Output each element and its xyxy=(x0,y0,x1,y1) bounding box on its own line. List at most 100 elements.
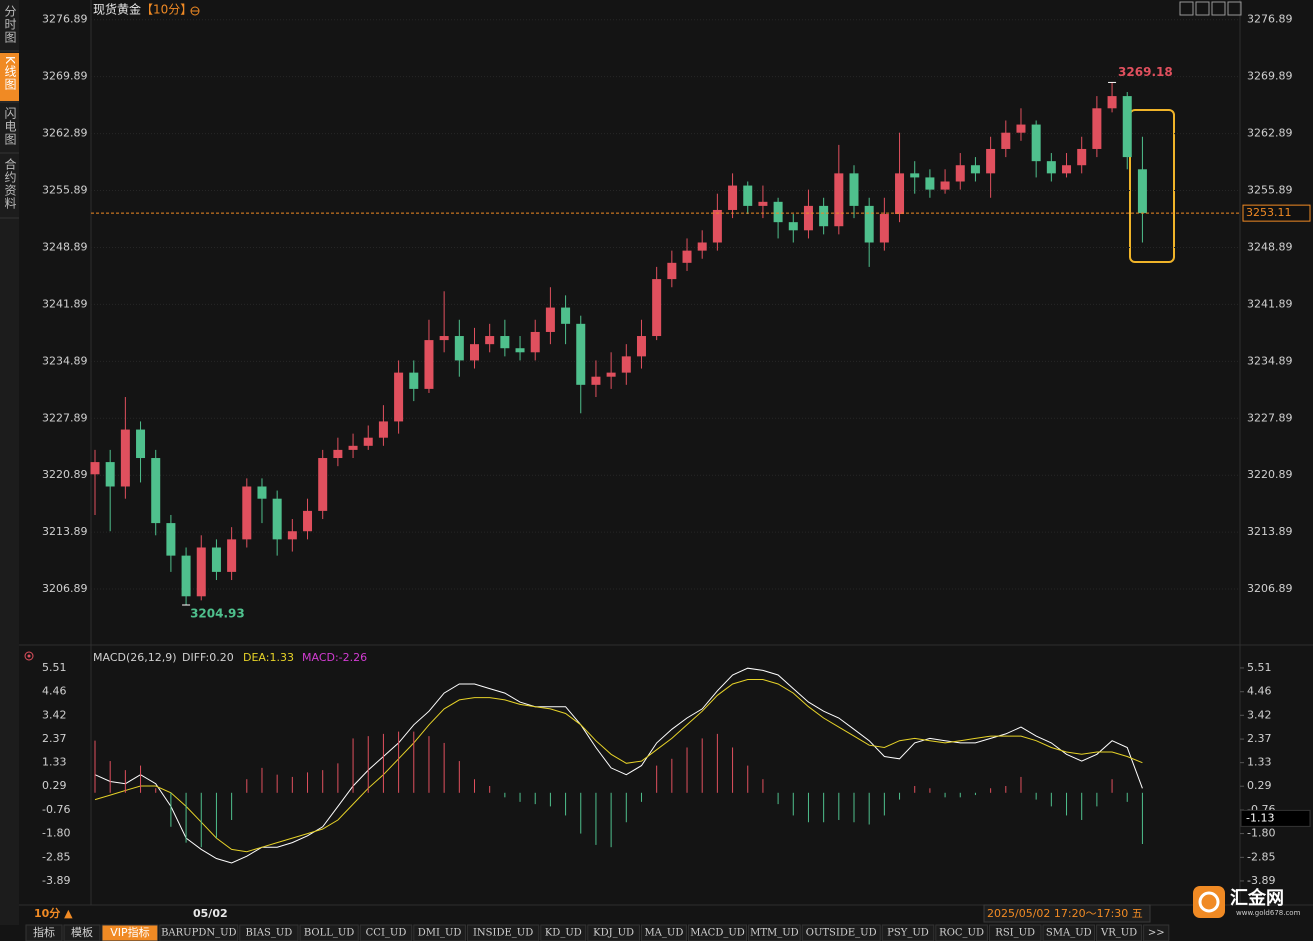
tab-label[interactable]: KD_UD xyxy=(545,928,582,939)
candle-body xyxy=(788,222,798,231)
tab-label[interactable]: 指标 xyxy=(33,925,55,939)
candle-body xyxy=(940,181,950,190)
candle-body xyxy=(515,348,525,353)
candle-body xyxy=(211,547,221,572)
tab-label[interactable]: OUTSIDE_UD xyxy=(806,928,877,939)
tab[interactable] xyxy=(101,924,159,941)
candle-body xyxy=(910,173,920,178)
max-label: 3269.18 xyxy=(1118,65,1173,79)
tab[interactable] xyxy=(988,924,1042,941)
candle-body xyxy=(879,214,889,243)
tab[interactable] xyxy=(1143,924,1170,941)
tab-label[interactable]: VIP指标 xyxy=(110,925,149,939)
tab-label[interactable]: BOLL_UD xyxy=(304,928,354,939)
tab-label[interactable]: ROC_UD xyxy=(939,928,984,939)
candle-body xyxy=(1031,124,1041,162)
tab-label[interactable]: DMI_UD xyxy=(418,928,462,939)
tab-label[interactable]: VR_UD xyxy=(1100,928,1137,939)
candle-body xyxy=(758,201,768,206)
logo-icon xyxy=(1193,886,1225,918)
y-tick-label-left: 0.29 xyxy=(42,779,67,792)
tab[interactable] xyxy=(25,924,63,941)
tab[interactable] xyxy=(413,924,466,941)
candle-body xyxy=(1062,165,1072,174)
tab[interactable] xyxy=(748,924,801,941)
y-tick-label-left: 3220.89 xyxy=(42,468,88,481)
candle-body xyxy=(120,429,130,487)
y-tick-label-right: 3241.89 xyxy=(1247,297,1293,310)
sidebar-tab-active xyxy=(0,53,19,101)
candle-body xyxy=(333,449,343,459)
y-tick-label-left: -2.85 xyxy=(42,850,70,863)
control-move[interactable] xyxy=(1179,1,1194,16)
tab-label[interactable]: MACD_UD xyxy=(690,928,745,939)
candle-body xyxy=(636,336,646,357)
tab[interactable] xyxy=(801,924,881,941)
period-label: 【10分】 xyxy=(141,3,192,17)
tab[interactable] xyxy=(640,924,687,941)
y-tick-label-left: 3248.89 xyxy=(42,240,88,253)
tab-label[interactable]: SMA_UD xyxy=(1046,928,1092,939)
sidebar-tab[interactable]: K线图 xyxy=(3,56,17,91)
indicator-icon-dot xyxy=(27,654,31,658)
indicator-icon[interactable] xyxy=(24,651,34,661)
y-tick-label-left: 3.42 xyxy=(42,708,67,721)
candle-body xyxy=(181,555,191,597)
sidebar-tab[interactable]: 分时图 xyxy=(3,5,17,44)
candle-body xyxy=(1046,161,1056,174)
control-max[interactable] xyxy=(1211,1,1226,16)
tab-label[interactable]: BARUPDN_UD xyxy=(161,928,236,939)
tab[interactable] xyxy=(687,924,748,941)
tab-label[interactable]: MTM_UD xyxy=(750,928,799,939)
tab-label[interactable]: KDJ_UD xyxy=(593,928,634,939)
tab[interactable] xyxy=(881,924,935,941)
tab-label[interactable]: CCI_UD xyxy=(366,928,407,939)
tab[interactable] xyxy=(239,924,299,941)
candle-body xyxy=(606,372,616,377)
tab[interactable] xyxy=(299,924,359,941)
sidebar-tab[interactable]: 闪电图 xyxy=(3,107,17,146)
candle-body xyxy=(591,376,601,385)
sidebar-tab[interactable]: 合约资料 xyxy=(3,157,17,210)
tab-label[interactable]: BIAS_UD xyxy=(245,928,292,939)
tab[interactable] xyxy=(359,924,413,941)
tab[interactable] xyxy=(63,924,101,941)
candle-body xyxy=(1092,108,1102,149)
tab[interactable] xyxy=(540,924,587,941)
candle-body xyxy=(652,279,662,337)
candle-body xyxy=(363,437,373,446)
y-tick-label-left: 3213.89 xyxy=(42,525,88,538)
macd-current-box xyxy=(1240,809,1311,827)
y-tick-label-left: 3241.89 xyxy=(42,297,88,310)
control-close[interactable] xyxy=(1227,1,1242,16)
candle-body xyxy=(895,173,905,215)
candle-body xyxy=(227,539,237,572)
candle-body xyxy=(242,486,252,540)
tab-label[interactable]: PSY_UD xyxy=(887,928,929,939)
tab[interactable] xyxy=(1096,924,1143,941)
candle-body xyxy=(864,205,874,243)
tab[interactable] xyxy=(587,924,640,941)
candle-body xyxy=(743,185,753,206)
dea-legend: DEA:1.33 xyxy=(243,651,294,664)
candle-body xyxy=(318,458,328,511)
tab-label[interactable]: 模板 xyxy=(71,925,93,939)
control-min[interactable] xyxy=(1195,1,1210,16)
candle-body xyxy=(136,429,146,459)
tab-label[interactable]: MA_UD xyxy=(644,928,683,939)
tab-label[interactable]: >> xyxy=(1148,928,1165,939)
candle-body xyxy=(485,336,495,345)
candle-body xyxy=(1122,96,1132,158)
y-tick-label-right: 3262.89 xyxy=(1247,127,1293,140)
candle-body xyxy=(682,250,692,263)
tab[interactable] xyxy=(466,924,540,941)
tab[interactable] xyxy=(159,924,239,941)
tab[interactable] xyxy=(935,924,988,941)
tab[interactable] xyxy=(1042,924,1096,941)
tab-label[interactable]: INSIDE_UD xyxy=(473,928,533,939)
y-tick-label-left: 3262.89 xyxy=(42,127,88,140)
tab-label[interactable]: RSI_UD xyxy=(995,928,1035,939)
time-box xyxy=(983,904,1151,923)
y-tick-label-left: 3255.89 xyxy=(42,184,88,197)
